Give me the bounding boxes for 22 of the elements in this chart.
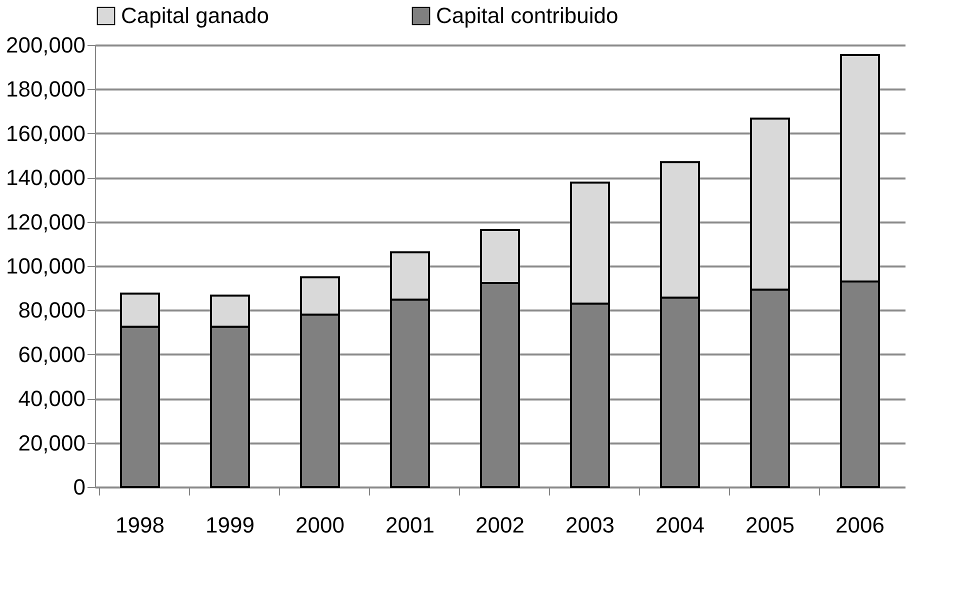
y-tick-label: 40,000: [18, 386, 86, 412]
x-tick-label: 1998: [116, 512, 164, 538]
legend-label: Capital ganado: [121, 3, 270, 28]
y-tick-label: 140,000: [6, 165, 86, 190]
y-tick-label: 200,000: [6, 32, 86, 58]
y-tick-label: 20,000: [18, 430, 86, 456]
y-tick-label: 160,000: [6, 120, 86, 146]
y-tick-label: 80,000: [18, 298, 86, 323]
x-tick-label: 2004: [656, 512, 704, 538]
legend-label: Capital contribuido: [436, 3, 618, 28]
x-tick-label: 2005: [746, 512, 794, 538]
x-tick-label: 2006: [836, 512, 884, 538]
x-tick-label: 2001: [386, 512, 434, 538]
y-tick-label: 0: [73, 474, 86, 500]
y-tick-label: 100,000: [6, 254, 86, 278]
y-tick-label: 60,000: [18, 342, 86, 367]
y-tick-label: 180,000: [6, 76, 86, 102]
x-tick-label: 2000: [296, 512, 344, 538]
x-tick-label: 1999: [206, 512, 254, 538]
x-tick-label: 2003: [566, 512, 614, 538]
y-tick-label: 120,000: [6, 209, 86, 234]
x-tick-label: 2002: [476, 512, 524, 538]
